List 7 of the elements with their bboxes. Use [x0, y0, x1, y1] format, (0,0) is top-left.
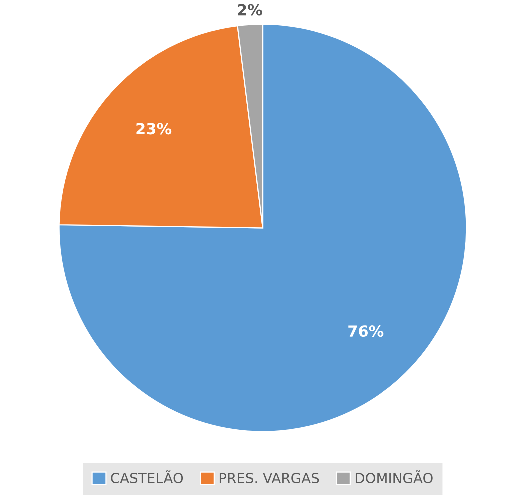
- data-label: 23%: [136, 123, 172, 135]
- data-label: 76%: [348, 326, 384, 338]
- data-label: 2%: [238, 4, 262, 16]
- legend-label: DOMINGÃO: [356, 470, 433, 484]
- legend-label: CASTELÃO: [111, 470, 184, 484]
- legend-label: PRES. VARGAS: [220, 473, 320, 484]
- pie-slice: [58, 24, 468, 432]
